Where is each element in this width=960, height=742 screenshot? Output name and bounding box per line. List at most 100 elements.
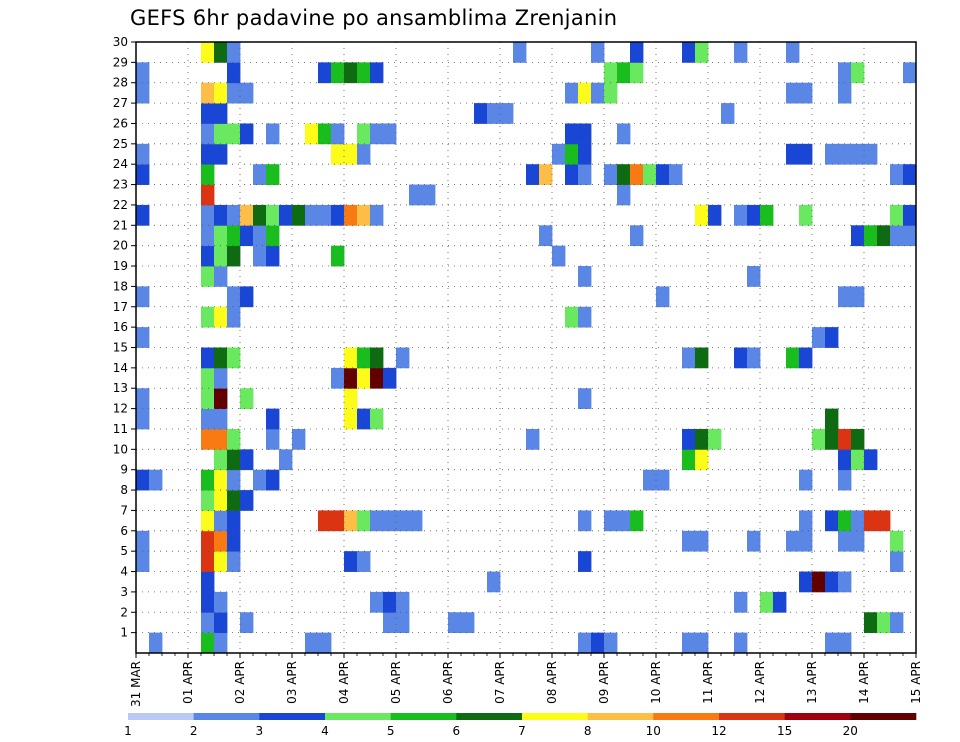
colorbar-swatch bbox=[390, 713, 457, 720]
heatmap-cell bbox=[708, 204, 722, 226]
colorbar-swatch bbox=[850, 713, 917, 720]
heatmap-cell bbox=[734, 42, 748, 63]
heatmap-cell bbox=[240, 123, 254, 145]
heatmap-cell bbox=[799, 347, 813, 369]
heatmap-cell bbox=[136, 408, 150, 430]
heatmap-cell bbox=[318, 62, 332, 84]
y-tick-label: 13 bbox=[113, 381, 128, 395]
heatmap-cell bbox=[695, 530, 709, 552]
heatmap-cell bbox=[630, 42, 644, 63]
heatmap-cell bbox=[851, 143, 865, 165]
colorbar-swatch bbox=[719, 713, 785, 720]
heatmap-cell bbox=[838, 510, 852, 532]
heatmap-cell bbox=[799, 571, 813, 593]
heatmap-cell bbox=[357, 143, 371, 165]
heatmap-cell bbox=[578, 551, 592, 572]
heatmap-cell bbox=[214, 530, 228, 552]
x-tick-label: 08 APR bbox=[545, 661, 559, 704]
heatmap-cell bbox=[214, 551, 228, 572]
heatmap-cell bbox=[214, 245, 228, 267]
heatmap-cell bbox=[201, 266, 215, 287]
y-tick-label: 9 bbox=[120, 463, 128, 477]
heatmap-cell bbox=[266, 469, 280, 491]
heatmap-cell bbox=[201, 428, 215, 450]
y-tick-label: 4 bbox=[120, 565, 128, 579]
heatmap-cell bbox=[864, 510, 878, 532]
heatmap-cell bbox=[201, 510, 215, 532]
heatmap-cell bbox=[136, 388, 150, 409]
heatmap-cell bbox=[695, 449, 709, 471]
heatmap-cell bbox=[721, 103, 735, 124]
heatmap-cell bbox=[578, 82, 592, 104]
heatmap-cell bbox=[851, 428, 865, 450]
heatmap-cell bbox=[201, 103, 215, 124]
heatmap-cell bbox=[565, 306, 579, 328]
heatmap-cell bbox=[643, 164, 657, 185]
heatmap-cell bbox=[344, 367, 358, 389]
heatmap-cell bbox=[344, 204, 358, 226]
heatmap-cell bbox=[474, 103, 488, 124]
heatmap-cell bbox=[708, 428, 722, 450]
heatmap-cell bbox=[578, 164, 592, 185]
heatmap-cell bbox=[318, 204, 332, 226]
x-tick-label: 14 APR bbox=[857, 661, 871, 704]
heatmap-cell bbox=[227, 449, 241, 471]
heatmap-cell bbox=[409, 510, 423, 532]
heatmap-cell bbox=[344, 347, 358, 369]
heatmap-cell bbox=[747, 204, 761, 226]
heatmap-cell bbox=[760, 204, 774, 226]
heatmap-cell bbox=[227, 347, 241, 369]
y-tick-label: 7 bbox=[120, 503, 128, 517]
colorbar-swatch bbox=[259, 713, 326, 720]
x-tick-label: 01 APR bbox=[181, 661, 195, 704]
y-tick-label: 2 bbox=[120, 605, 128, 619]
x-tick-label: 09 APR bbox=[597, 661, 611, 704]
colorbar-label: 8 bbox=[584, 724, 592, 738]
heatmap-cell bbox=[864, 449, 878, 471]
heatmap-cell bbox=[448, 612, 462, 634]
heatmap-cell bbox=[240, 204, 254, 226]
y-tick-label: 30 bbox=[113, 35, 128, 49]
heatmap-cell bbox=[214, 82, 228, 104]
heatmap-cell bbox=[682, 428, 696, 450]
heatmap-cell bbox=[851, 286, 865, 308]
heatmap-cell bbox=[825, 632, 839, 654]
heatmap-cell bbox=[383, 510, 397, 532]
colorbar-swatch bbox=[784, 713, 851, 720]
colorbar-label: 6 bbox=[452, 724, 460, 738]
heatmap-cell bbox=[214, 408, 228, 430]
heatmap-cell bbox=[136, 286, 150, 308]
heatmap-cell bbox=[630, 225, 644, 247]
y-tick-label: 23 bbox=[113, 178, 128, 192]
heatmap-cell bbox=[747, 347, 761, 369]
heatmap-cell bbox=[578, 510, 592, 532]
y-tick-label: 27 bbox=[113, 96, 128, 110]
heatmap-cell bbox=[565, 164, 579, 185]
heatmap-cell bbox=[890, 612, 904, 634]
heatmap-cell bbox=[890, 225, 904, 247]
y-tick-label: 17 bbox=[113, 300, 128, 314]
heatmap-cell bbox=[578, 632, 592, 654]
heatmap-cell bbox=[331, 143, 345, 165]
heatmap-cell bbox=[877, 225, 891, 247]
x-tick-label: 31 MAR bbox=[129, 661, 143, 707]
heatmap-cell bbox=[422, 184, 436, 206]
heatmap-cell bbox=[669, 164, 683, 185]
heatmap-cell bbox=[747, 530, 761, 552]
heatmap-cell bbox=[136, 164, 150, 185]
heatmap-cell bbox=[578, 123, 592, 145]
heatmap-cell bbox=[370, 204, 384, 226]
heatmap-cell bbox=[617, 510, 631, 532]
heatmap-cell bbox=[318, 510, 332, 532]
colorbar-swatch bbox=[193, 713, 260, 720]
heatmap-cell bbox=[136, 551, 150, 572]
heatmap-cell bbox=[201, 143, 215, 165]
heatmap-cell bbox=[604, 164, 618, 185]
heatmap-cell bbox=[370, 408, 384, 430]
heatmap-cell bbox=[318, 123, 332, 145]
heatmap-cell bbox=[838, 82, 852, 104]
heatmap-cell bbox=[227, 42, 241, 63]
heatmap-cell bbox=[396, 347, 410, 369]
heatmap-cell bbox=[396, 591, 410, 613]
y-tick-label: 16 bbox=[113, 320, 128, 334]
